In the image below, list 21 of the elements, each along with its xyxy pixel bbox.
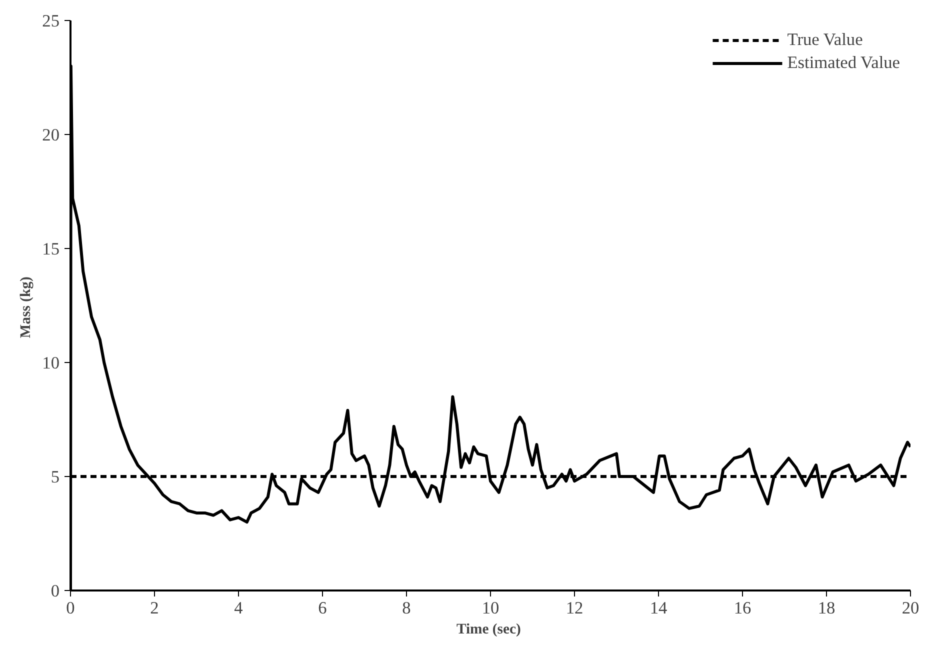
x-tick-label: 6 — [318, 598, 328, 618]
y-tick-label: 10 — [42, 354, 60, 372]
x-tick-label: 18 — [818, 598, 836, 618]
y-tick-label: 5 — [50, 468, 60, 486]
x-tick-label: 14 — [650, 598, 668, 618]
legend-label: True Value — [787, 30, 863, 50]
y-tick-label: 25 — [42, 12, 60, 30]
x-tick-label: 10 — [482, 598, 500, 618]
y-axis-title: Mass (kg) — [18, 276, 34, 338]
x-tick-label: 2 — [150, 598, 159, 618]
x-tick-label: 20 — [902, 598, 920, 618]
x-tick-label: 12 — [566, 598, 584, 618]
y-tick-label: 0 — [50, 582, 60, 600]
y-tick-label: 15 — [42, 240, 60, 258]
y-tick-label: 20 — [42, 126, 60, 144]
x-tick-label: 4 — [234, 598, 244, 618]
x-tick-label: 16 — [734, 598, 752, 618]
x-tick-label: 8 — [402, 598, 411, 618]
x-axis-title: Time (sec) — [456, 622, 522, 638]
legend-label: Estimated Value — [787, 53, 900, 73]
x-tick-label: 0 — [66, 598, 75, 618]
